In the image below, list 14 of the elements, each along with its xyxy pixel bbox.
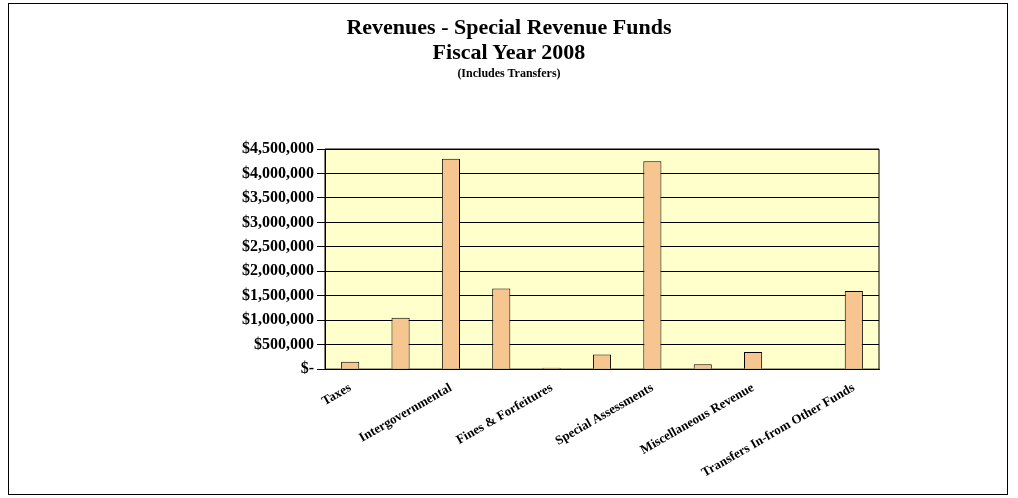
y-tick-label: $3,500,000 — [242, 188, 314, 206]
text: (Includes Transfers) — [456, 65, 562, 82]
y-tick-label: $4,500,000 — [242, 139, 314, 157]
y-tick-label: $500,000 — [254, 334, 314, 352]
y-tick-label: $2,500,000 — [242, 236, 314, 254]
y-tick-label: $4,000,000 — [242, 163, 314, 181]
x-tick-label: Taxes — [318, 379, 354, 409]
y-tick-label: $1,000,000 — [242, 310, 314, 328]
y-tick-label: $- — [300, 359, 314, 377]
y-tick-label: $1,500,000 — [242, 285, 314, 303]
chart-title: Revenues - Special Revenue Funds — [345, 14, 673, 39]
chart-subtitle: Fiscal Year 2008 — [431, 39, 587, 64]
y-tick-label: $3,000,000 — [242, 212, 314, 230]
y-tick-label: $2,000,000 — [242, 261, 314, 279]
